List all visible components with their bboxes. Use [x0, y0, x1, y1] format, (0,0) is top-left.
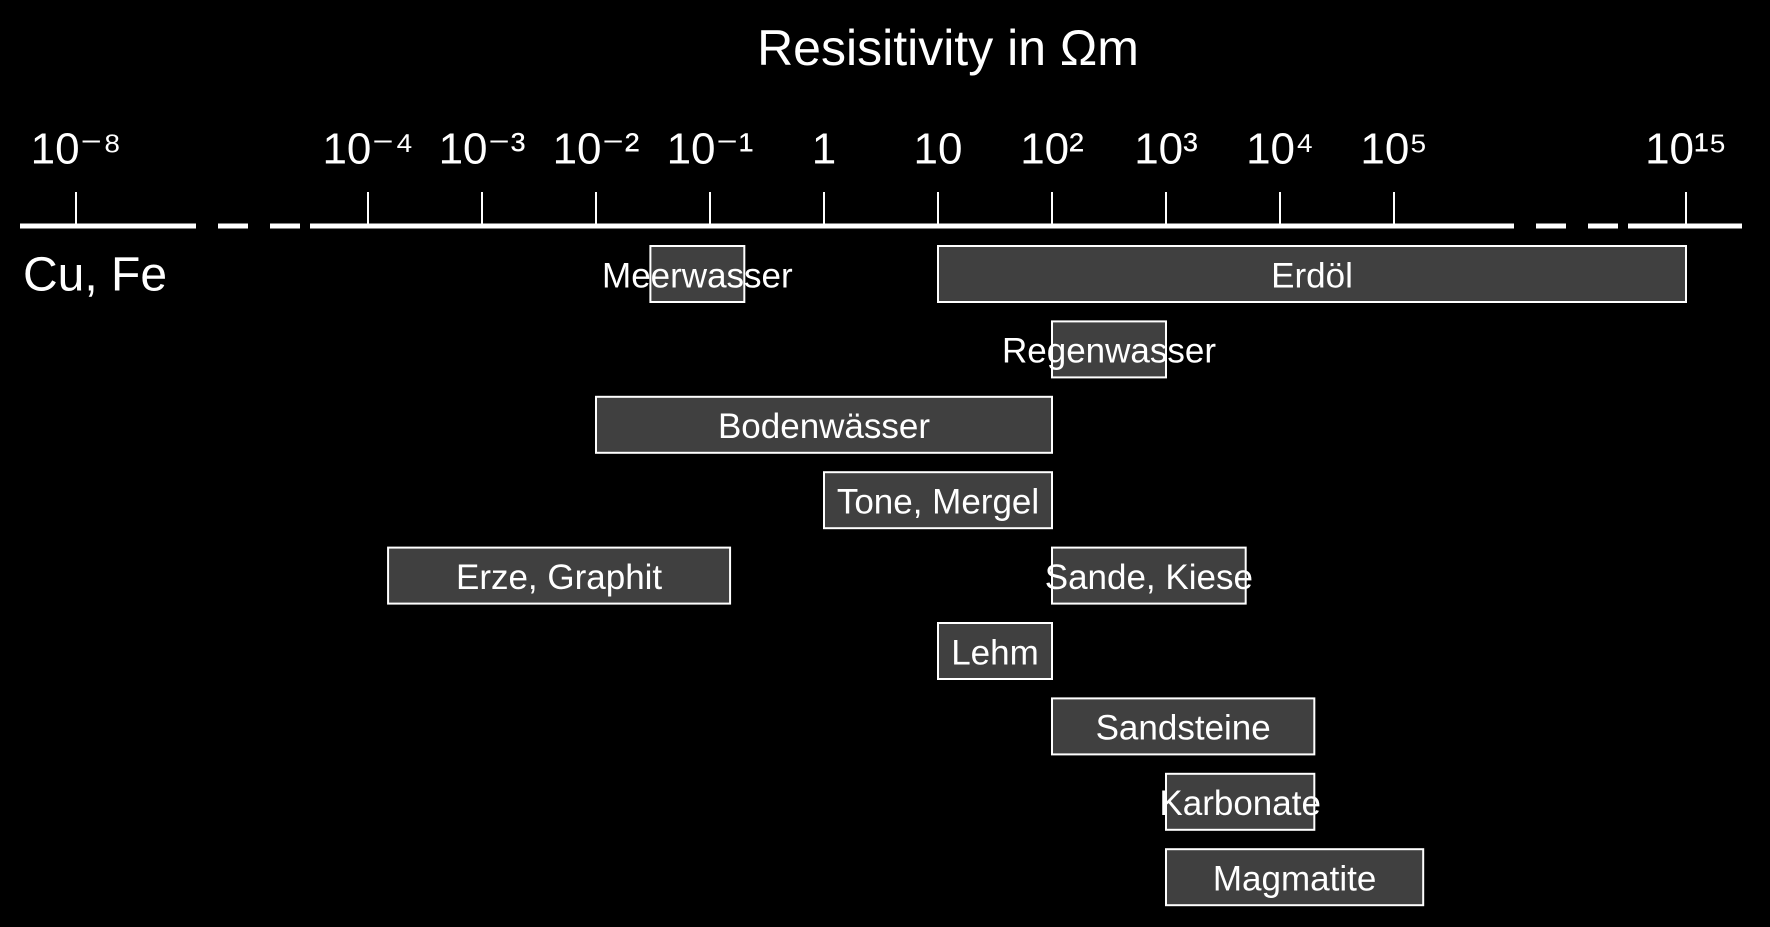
range-bar — [1051, 546, 1247, 605]
range-label: Regenwasser — [1002, 332, 1216, 371]
range-bar — [387, 546, 732, 605]
range-label: Bodenwässer — [718, 407, 930, 446]
range-bar — [1165, 772, 1316, 831]
range-label: Erze, Graphit — [456, 558, 662, 597]
annotation: Cu, Fe — [23, 249, 167, 302]
x-tick-label: 10² — [1020, 125, 1084, 174]
range-label: Sandsteine — [1096, 709, 1271, 748]
range-bar — [595, 395, 1053, 454]
x-tick-label: 10⁻³ — [439, 125, 526, 174]
x-tick-label: 10 — [914, 125, 963, 174]
range-bar — [649, 245, 746, 303]
x-tick-label: 10⁻¹ — [667, 125, 754, 174]
x-tick-label: 10⁻² — [553, 125, 640, 174]
x-tick-label: 10⁻⁴ — [322, 125, 413, 174]
x-tick-label: 10¹⁵ — [1645, 125, 1727, 174]
x-tick-label: 10⁵ — [1360, 125, 1427, 174]
range-label: Karbonate — [1159, 784, 1321, 823]
range-label: Lehm — [951, 633, 1039, 672]
range-label: Magmatite — [1213, 859, 1376, 898]
range-label: Tone, Mergel — [837, 482, 1039, 521]
range-bar — [1051, 697, 1316, 756]
range-label: Erdöl — [1271, 256, 1353, 295]
range-bar — [1165, 848, 1425, 907]
x-tick-label: 1 — [812, 125, 836, 174]
x-tick-label: 10⁻⁸ — [31, 125, 122, 174]
range-bar — [937, 245, 1687, 303]
range-bar — [823, 471, 1053, 530]
range-label: Meerwasser — [602, 256, 793, 295]
x-tick-label: 10⁴ — [1246, 125, 1314, 174]
x-tick-label: 10³ — [1134, 125, 1198, 174]
range-label: Sande, Kiese — [1045, 558, 1253, 597]
chart-title: Resisitivity in Ωm — [757, 20, 1139, 76]
range-bar — [1051, 320, 1167, 379]
range-bar — [937, 622, 1053, 680]
